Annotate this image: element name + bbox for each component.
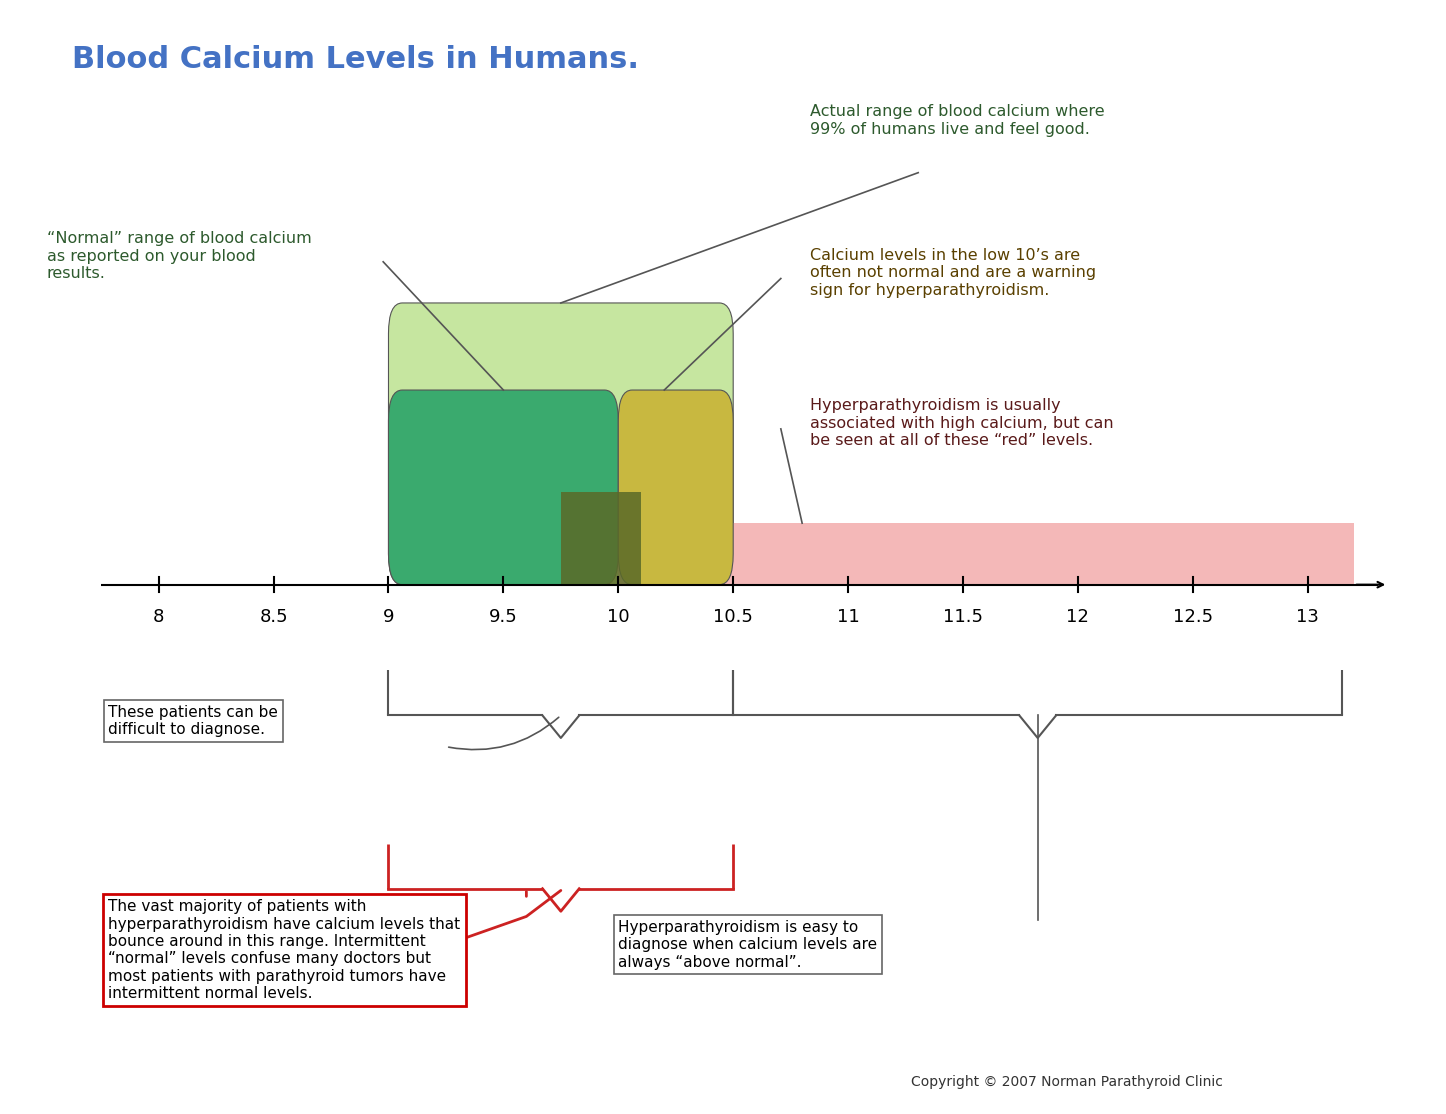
Text: 9.5: 9.5	[489, 608, 518, 626]
FancyBboxPatch shape	[619, 390, 733, 585]
Text: Actual range of blood calcium where
99% of humans live and feel good.: Actual range of blood calcium where 99% …	[810, 105, 1105, 137]
FancyBboxPatch shape	[389, 390, 619, 585]
Text: Calcium levels in the low 10’s are
often not normal and are a warning
sign for h: Calcium levels in the low 10’s are often…	[810, 248, 1096, 297]
Bar	[561, 492, 641, 585]
Text: Blood Calcium Levels in Humans.: Blood Calcium Levels in Humans.	[72, 45, 639, 74]
Text: Hyperparathyroidism is easy to
diagnose when calcium levels are
always “above no: Hyperparathyroidism is easy to diagnose …	[619, 920, 878, 969]
Text: Copyright © 2007 Norman Parathyroid Clinic: Copyright © 2007 Norman Parathyroid Clin…	[911, 1075, 1223, 1089]
Text: 11.5: 11.5	[943, 608, 983, 626]
Text: 13: 13	[1296, 608, 1319, 626]
Text: 10: 10	[607, 608, 629, 626]
Text: 12.5: 12.5	[1173, 608, 1213, 626]
Text: 8: 8	[153, 608, 165, 626]
Text: 12: 12	[1067, 608, 1089, 626]
Text: These patients can be
difficult to diagnose.: These patients can be difficult to diagn…	[108, 705, 278, 737]
Bar	[619, 524, 1353, 585]
FancyBboxPatch shape	[389, 303, 733, 585]
Text: The vast majority of patients with
hyperparathyroidism have calcium levels that
: The vast majority of patients with hyper…	[108, 899, 460, 1001]
Text: 8.5: 8.5	[259, 608, 288, 626]
Text: 9: 9	[383, 608, 395, 626]
Text: “Normal” range of blood calcium
as reported on your blood
results.: “Normal” range of blood calcium as repor…	[46, 232, 311, 281]
Text: 11: 11	[837, 608, 859, 626]
Text: 10.5: 10.5	[713, 608, 753, 626]
Text: Hyperparathyroidism is usually
associated with high calcium, but can
be seen at : Hyperparathyroidism is usually associate…	[810, 399, 1113, 448]
